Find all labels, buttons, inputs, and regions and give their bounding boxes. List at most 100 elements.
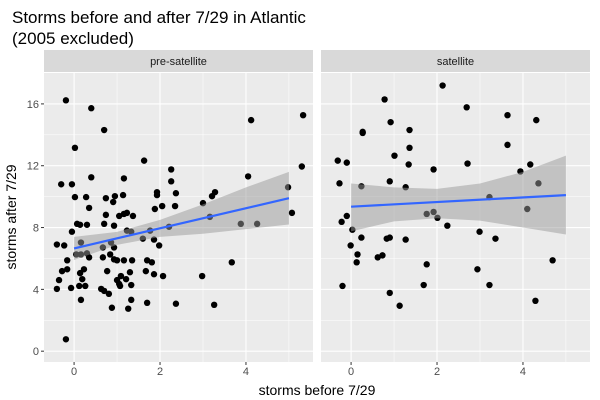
data-point <box>116 282 124 290</box>
data-point <box>57 181 65 188</box>
data-point <box>76 221 84 228</box>
data-point <box>381 96 388 103</box>
data-point <box>406 126 413 134</box>
data-point <box>198 272 206 280</box>
data-point <box>430 166 437 173</box>
data-point <box>122 275 130 283</box>
data-point <box>339 282 346 290</box>
data-point <box>298 163 306 170</box>
data-point <box>85 254 93 261</box>
data-point <box>420 281 427 289</box>
data-point <box>55 276 63 284</box>
data-point <box>476 228 483 235</box>
data-point <box>406 144 413 151</box>
facet-panel-pre-satellite: pre-satellite 0 2 4 0 4 8 12 16 <box>27 50 313 378</box>
data-point <box>444 222 451 229</box>
data-point <box>71 144 79 151</box>
y-tick-label: 8 <box>33 223 39 235</box>
data-point <box>299 111 307 119</box>
data-point <box>126 269 134 276</box>
data-point <box>343 212 350 220</box>
data-point <box>353 259 360 266</box>
data-point <box>113 257 121 264</box>
data-point <box>68 228 76 235</box>
data-point <box>334 157 341 164</box>
facet-strip <box>44 50 313 72</box>
data-point <box>71 193 79 201</box>
data-point <box>402 236 409 243</box>
data-point <box>463 104 470 111</box>
y-tick-label: 12 <box>27 161 39 173</box>
data-point <box>151 205 159 213</box>
data-point <box>110 222 118 229</box>
data-point <box>153 191 161 199</box>
data-point <box>109 198 117 206</box>
data-point <box>386 289 393 297</box>
data-point <box>100 287 108 295</box>
data-point <box>492 235 499 242</box>
data-point <box>82 193 90 201</box>
data-point <box>67 284 75 292</box>
data-point <box>128 296 135 304</box>
data-point <box>142 267 150 275</box>
data-point <box>343 159 350 166</box>
data-point <box>53 285 61 293</box>
data-point <box>85 204 93 212</box>
data-point <box>125 305 132 312</box>
data-point <box>120 257 128 264</box>
data-point <box>102 194 110 202</box>
x-tick-label: 0 <box>348 366 354 378</box>
confidence-band <box>74 171 289 260</box>
data-point <box>359 129 366 137</box>
y-tick-label: 16 <box>27 99 39 111</box>
data-point <box>68 181 76 188</box>
x-tick-label: 2 <box>434 366 440 378</box>
data-point <box>405 161 412 168</box>
regression-line <box>73 197 290 250</box>
data-point <box>439 82 446 89</box>
data-point <box>210 301 218 309</box>
data-point <box>117 272 125 280</box>
data-point <box>88 174 95 181</box>
facet-strip <box>321 50 590 72</box>
data-point <box>123 209 131 217</box>
data-point <box>423 261 430 268</box>
data-point <box>88 105 95 112</box>
data-point <box>347 242 354 249</box>
data-point <box>128 257 136 264</box>
data-point <box>464 160 471 167</box>
data-point <box>102 211 110 219</box>
data-point <box>155 242 163 249</box>
data-point <box>391 152 398 159</box>
data-point <box>111 192 119 200</box>
data-point <box>76 269 84 277</box>
x-tick-label: 4 <box>520 366 526 378</box>
data-point <box>208 192 216 200</box>
data-point <box>172 300 180 307</box>
data-point <box>159 272 167 280</box>
x-axis-title: storms before 7/29 <box>259 382 376 398</box>
data-point <box>106 251 114 258</box>
data-point <box>504 141 511 149</box>
data-point <box>150 271 158 278</box>
y-axis-title: storms after 7/29 <box>3 164 19 269</box>
data-point <box>486 281 493 289</box>
data-point <box>228 259 235 266</box>
data-point <box>120 175 128 182</box>
data-point <box>338 218 345 226</box>
data-point <box>379 252 386 259</box>
data-point <box>396 302 403 309</box>
data-point <box>76 282 83 290</box>
data-point <box>53 241 61 248</box>
data-point <box>82 282 89 290</box>
data-point <box>58 267 66 275</box>
chart-title-line-1: Storms before and after 7/29 in Atlantic <box>12 8 306 27</box>
data-point <box>64 266 71 273</box>
data-point <box>83 221 91 228</box>
data-point <box>158 202 166 210</box>
data-point <box>129 212 137 220</box>
y-tick-label: 4 <box>33 284 39 296</box>
data-point <box>533 116 540 124</box>
facet-strip-label: satellite <box>437 56 474 68</box>
